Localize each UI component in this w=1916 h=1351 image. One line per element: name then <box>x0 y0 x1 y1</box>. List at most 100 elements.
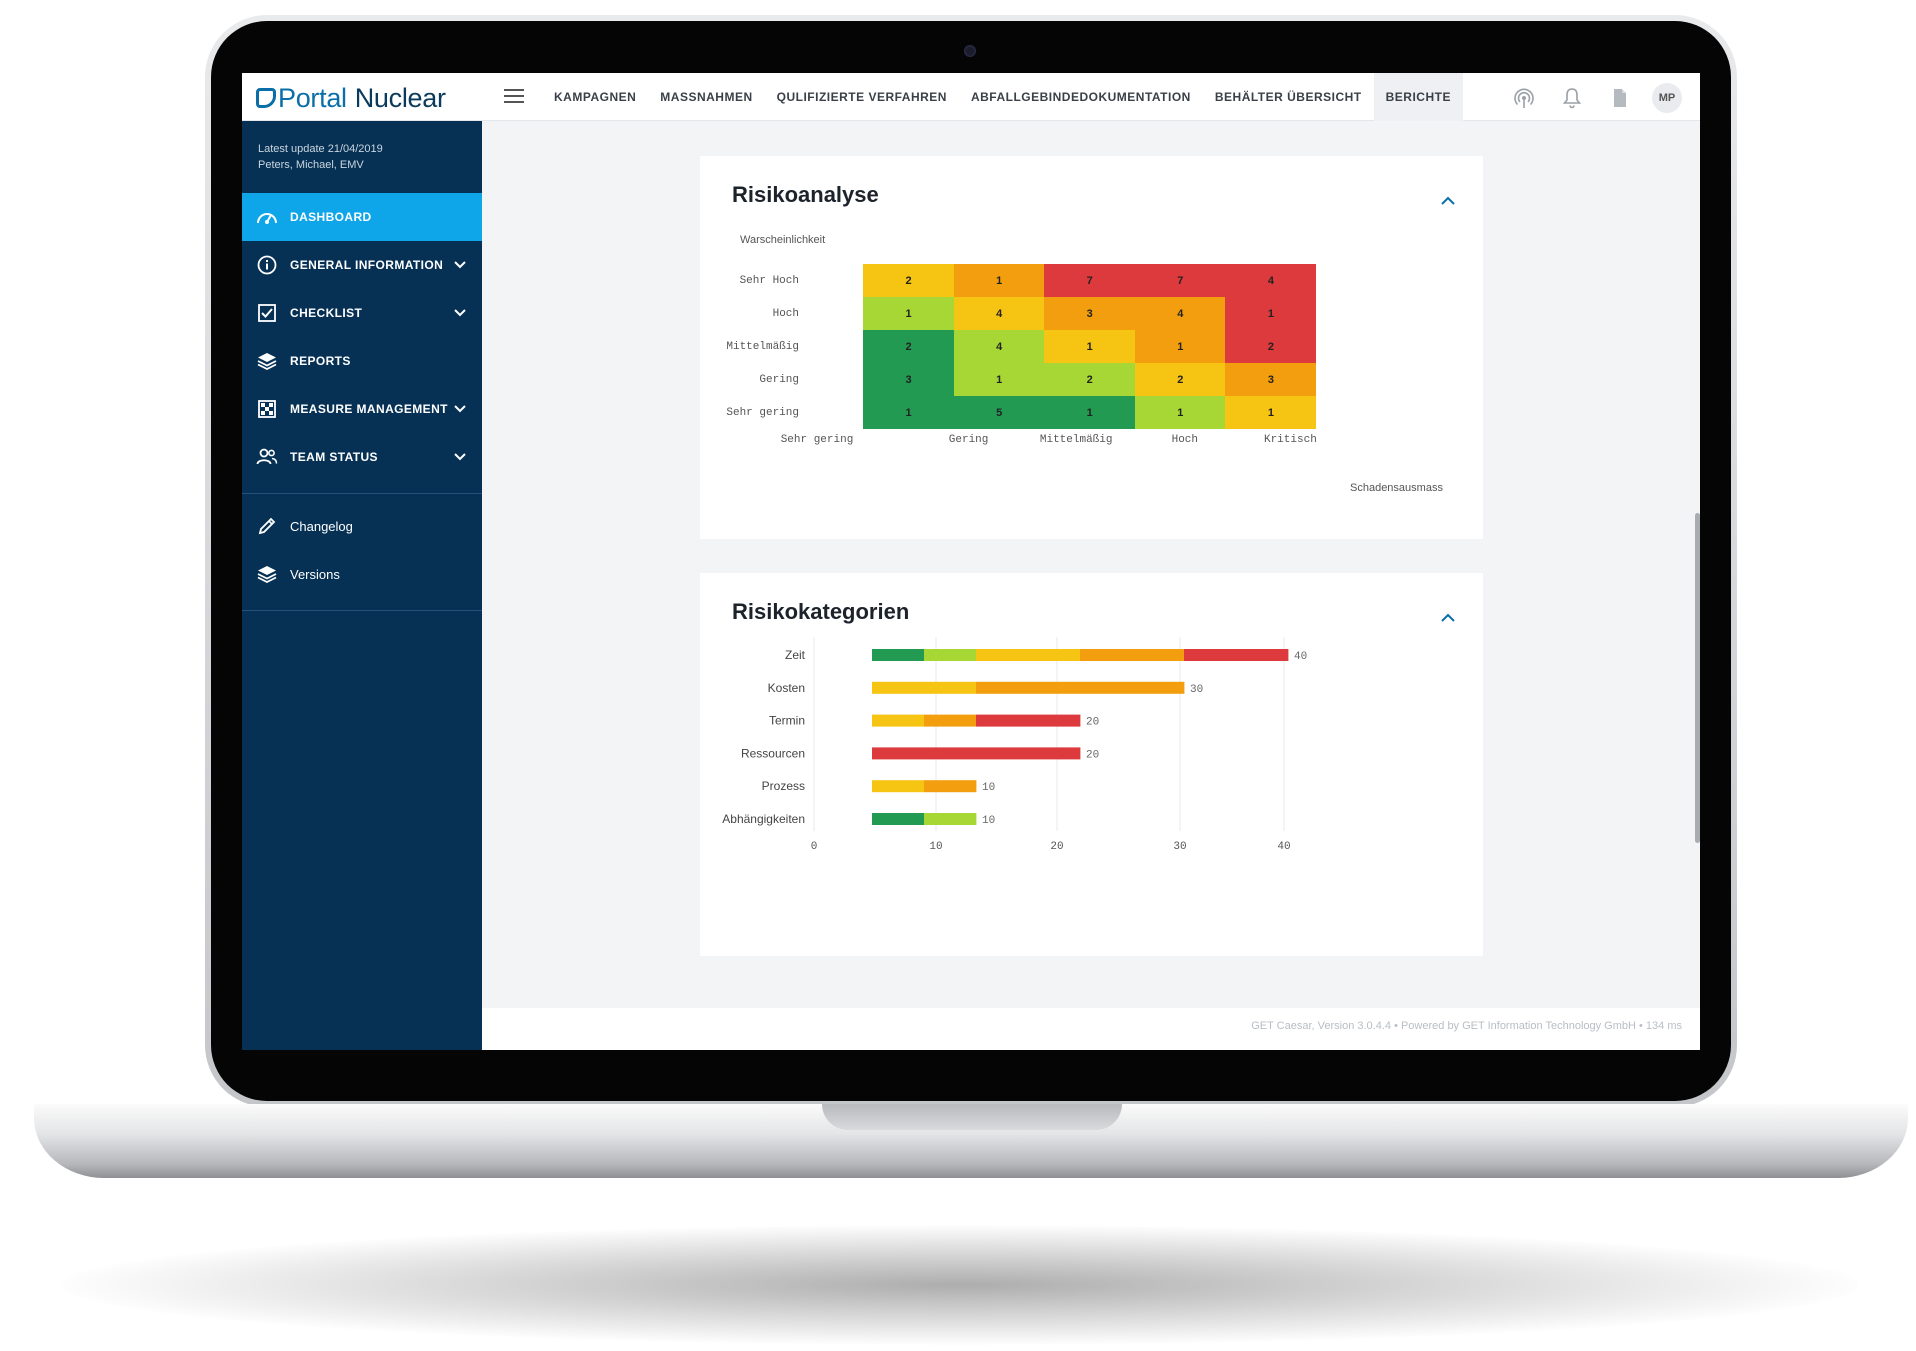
bar-segment <box>872 649 925 661</box>
nav-item-behaelter-uebersicht[interactable]: BEHÄLTER ÜBERSICHT <box>1214 90 1362 104</box>
category-label: Prozess <box>762 779 805 793</box>
risk-category-bar-chart: 0 10 20 30 40 Zeit 40 Kosten 30 Termin 20 Ressource… <box>722 637 1307 853</box>
user-avatar[interactable]: MP <box>1652 83 1682 113</box>
chevron-up-icon[interactable] <box>1441 192 1455 210</box>
column-label: Mittelmäßig <box>1039 434 1113 446</box>
logo-q-icon <box>256 88 276 108</box>
bar-segment <box>924 813 977 825</box>
nav-item-kampagnen[interactable]: KAMPAGNEN <box>554 90 637 104</box>
risk-cell[interactable]: 7 <box>1134 264 1226 297</box>
sidebar-item-general-information[interactable]: GENERAL INFORMATION <box>242 241 482 289</box>
nav-item-qualifizierte-verfahren[interactable]: QULIFIZIERTE VERFAHREN <box>776 90 947 104</box>
risk-cell[interactable]: 2 <box>863 330 955 363</box>
sidebar-item-label: DASHBOARD <box>290 210 372 224</box>
scrollbar[interactable] <box>1695 513 1700 843</box>
column-label: Kritisch <box>1263 434 1317 446</box>
sidebar-item-checklist[interactable]: CHECKLIST <box>242 289 482 337</box>
app-logo[interactable]: Portal Nuclear <box>256 83 446 114</box>
sidebar-item-label: Versions <box>290 566 340 582</box>
sidebar-item-label: TEAM STATUS <box>290 450 378 464</box>
risk-cell[interactable]: 4 <box>1134 297 1226 330</box>
risk-cell[interactable]: 4 <box>1225 264 1317 297</box>
risk-cell[interactable]: 1 <box>1225 297 1317 330</box>
risk-cell[interactable]: 2 <box>1225 330 1317 363</box>
x-tick-label: 40 <box>1277 841 1290 853</box>
bar-segment <box>872 681 977 694</box>
nav-item-massnahmen[interactable]: MASSNAHMEN <box>660 90 753 104</box>
chevron-down-icon[interactable] <box>454 450 466 464</box>
bar-segment <box>924 714 977 727</box>
category-label: Termin <box>769 714 805 728</box>
people-icon <box>256 446 278 468</box>
sidebar-item-label: Changelog <box>290 518 353 534</box>
risikokategorien-title: Risikokategorien <box>732 599 910 624</box>
chevron-down-icon[interactable] <box>454 402 466 416</box>
risk-cell[interactable]: 1 <box>1044 330 1136 363</box>
sidebar-divider <box>242 610 482 611</box>
risk-cell[interactable]: 1 <box>1134 396 1226 429</box>
risk-cell[interactable]: 3 <box>863 363 955 396</box>
checkbox-icon <box>256 302 278 324</box>
document-icon[interactable] <box>1606 84 1634 112</box>
sidebar-item-team-status[interactable]: TEAM STATUS <box>242 433 482 481</box>
sidebar: Latest update 21/04/2019 Peters, Michael… <box>242 121 482 1050</box>
layers-icon <box>256 350 278 372</box>
chevron-down-icon[interactable] <box>454 306 466 320</box>
nav-item-abfallgebindedokumentation[interactable]: ABFALLGEBINDEDOKUMENTATION <box>970 90 1191 104</box>
bar-segment <box>976 714 1081 727</box>
risk-cell[interactable]: 1 <box>863 396 955 429</box>
risk-cell[interactable]: 1 <box>1225 396 1317 429</box>
bar-total-label: 10 <box>982 815 995 827</box>
risk-cell[interactable]: 1 <box>1134 330 1226 363</box>
sidebar-item-dashboard[interactable]: DASHBOARD <box>242 193 482 241</box>
risk-cell[interactable]: 4 <box>953 297 1045 330</box>
broadcast-icon[interactable] <box>1510 84 1538 112</box>
sidebar-item-reports[interactable]: REPORTS <box>242 337 482 385</box>
risk-cell[interactable]: 1 <box>863 297 955 330</box>
bar-segment <box>872 747 1081 760</box>
footer-text: GET Caesar, Version 3.0.4.4 • Powered by… <box>1251 1020 1682 1032</box>
row-label: Hoch <box>772 308 799 320</box>
risk-cell[interactable]: 2 <box>863 264 955 297</box>
risk-cell[interactable]: 1 <box>953 264 1045 297</box>
info-icon <box>256 254 278 276</box>
bar-segment <box>976 649 1081 661</box>
risk-cell[interactable]: 1 <box>953 363 1045 396</box>
bar-segment <box>976 681 1185 694</box>
category-label: Zeit <box>785 648 806 662</box>
layers-icon <box>256 563 278 585</box>
sidebar-item-changelog[interactable]: Changelog <box>242 502 482 550</box>
risk-cell[interactable]: 7 <box>1044 264 1136 297</box>
risk-cell[interactable]: 2 <box>1044 363 1136 396</box>
bar-segment <box>1184 649 1289 661</box>
sidebar-item-measure-management[interactable]: MEASURE MANAGEMENT <box>242 385 482 433</box>
sidebar-item-label: CHECKLIST <box>290 306 363 320</box>
risk-cell[interactable]: 3 <box>1044 297 1136 330</box>
bar-segment <box>1080 649 1185 661</box>
risk-cell[interactable]: 1 <box>1044 396 1136 429</box>
top-icons: MP <box>1490 83 1682 113</box>
x-tick-label: 10 <box>929 841 942 853</box>
risk-cell[interactable]: 3 <box>1225 363 1317 396</box>
risk-cell[interactable]: 5 <box>953 396 1045 429</box>
risikokategorien-card: Risikokategorien 0 10 20 30 40 Zeit 40 Kosten 30… <box>700 573 1483 956</box>
sidebar-item-versions[interactable]: Versions <box>242 550 482 598</box>
bar-total-label: 10 <box>982 782 995 794</box>
y-axis-title: Warscheinlichkeit <box>740 234 826 246</box>
risk-cell[interactable]: 2 <box>1134 363 1226 396</box>
risk-cell[interactable]: 4 <box>953 330 1045 363</box>
top-bar: Portal Nuclear KAMPAGNEN MASSNAHMEN QULIF… <box>242 73 1700 121</box>
sidebar-divider <box>242 493 482 494</box>
chevron-down-icon[interactable] <box>454 258 466 272</box>
nav-item-berichte[interactable]: BERICHTE <box>1373 73 1463 121</box>
column-label: Sehr gering <box>780 434 854 446</box>
footer: GET Caesar, Version 3.0.4.4 • Powered by… <box>482 1008 1700 1050</box>
bell-icon[interactable] <box>1558 84 1586 112</box>
hamburger-menu-icon[interactable] <box>504 89 524 104</box>
column-label: Hoch <box>1171 434 1198 446</box>
laptop-notch <box>822 1104 1122 1130</box>
bar-segment <box>924 649 977 661</box>
logo-text-portal: Portal <box>278 83 347 113</box>
row-label: Sehr Hoch <box>739 275 799 287</box>
chevron-up-icon[interactable] <box>1441 609 1455 627</box>
